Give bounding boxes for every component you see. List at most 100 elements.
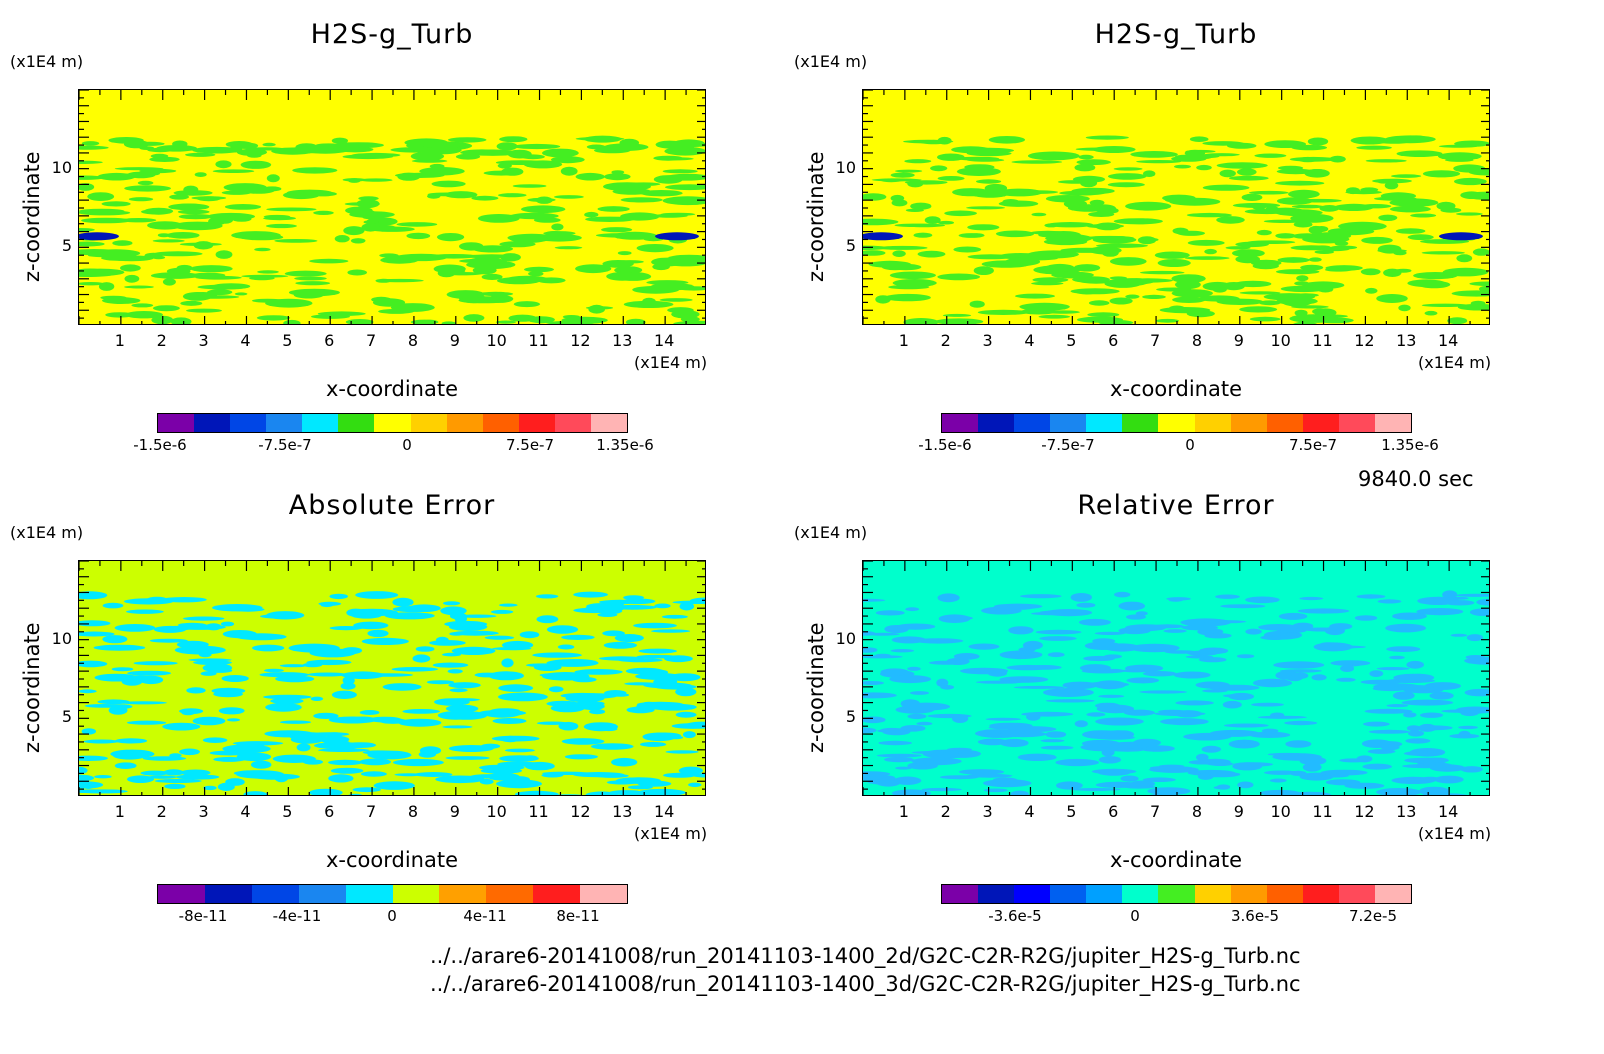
pattern-blob [229, 145, 243, 152]
pattern-blob [394, 773, 424, 777]
x-tick-label: 4 [1024, 802, 1035, 821]
pattern-blob [863, 193, 887, 201]
pattern-blob [1086, 223, 1125, 229]
pattern-blob [1101, 747, 1115, 757]
pattern-blob [944, 210, 977, 217]
pattern-blob [1126, 614, 1146, 620]
pattern-blob [884, 293, 931, 302]
pattern-blob [1118, 627, 1151, 635]
pattern-blob [1079, 664, 1111, 672]
pattern-blob [683, 731, 696, 739]
pattern-blob [1202, 689, 1228, 693]
pattern-blob [1289, 314, 1339, 323]
pattern-blob [1188, 760, 1215, 765]
pattern-blob [1356, 145, 1392, 150]
pattern-blob [1319, 205, 1340, 212]
pattern-blob [111, 667, 134, 672]
pattern-blob [928, 660, 966, 665]
pattern-blob [94, 673, 138, 682]
x-tick-label: 6 [1108, 802, 1119, 821]
pattern-blob [1098, 756, 1122, 764]
pattern-blob [863, 727, 877, 734]
pattern-blob [890, 172, 915, 178]
pattern-blob [102, 602, 124, 609]
pattern-blob [163, 769, 184, 776]
pattern-blob [1201, 745, 1221, 753]
colorbar-swatch [1266, 414, 1303, 432]
pattern-blob [882, 728, 911, 736]
pattern-blob [362, 750, 396, 755]
pattern-blob [585, 306, 614, 310]
pattern-blob [243, 791, 268, 795]
pattern-blob [1039, 636, 1077, 641]
pattern-blob [956, 167, 1001, 176]
pattern-blob [1071, 788, 1121, 791]
pattern-blob [560, 166, 578, 176]
pattern-blob [1110, 257, 1147, 266]
pattern-blob [341, 671, 385, 679]
colorbar-swatch [1374, 885, 1412, 903]
pattern-blob [1245, 628, 1262, 635]
vortex-band [655, 232, 699, 241]
pattern-blob [1199, 647, 1229, 655]
pattern-blob [1088, 246, 1122, 255]
pattern-blob [435, 775, 485, 784]
pattern-blob [653, 155, 683, 161]
pattern-blob [1125, 664, 1164, 672]
colorbar-tick-label: -1.5e-6 [133, 436, 187, 454]
pattern-blob [1123, 709, 1155, 716]
y-tick-label: 5 [61, 707, 72, 727]
pattern-blob [1045, 195, 1090, 203]
pattern-blob [999, 650, 1043, 660]
pattern-blob [1392, 691, 1415, 700]
pattern-blob [492, 718, 527, 724]
pattern-blob [550, 704, 585, 713]
colorbar-tick-label: 1.35e-6 [1381, 436, 1439, 454]
colorbar-tick-label: 0 [1185, 436, 1195, 454]
pattern-blob [1378, 214, 1398, 221]
pattern-blob [575, 172, 605, 181]
colorbar-tick-label: 4e-11 [463, 907, 507, 925]
pattern-blob [884, 757, 914, 763]
pattern-blob [1196, 753, 1209, 762]
pattern-blob [431, 180, 466, 188]
colorbar-swatch [978, 885, 1015, 903]
pattern-blob [1104, 668, 1124, 673]
pattern-blob [1045, 234, 1093, 243]
pattern-blob [1088, 211, 1115, 217]
pattern-blob [650, 283, 695, 291]
pattern-blob [916, 721, 933, 726]
pattern-blob [124, 274, 140, 283]
pattern-blob [124, 185, 171, 192]
pattern-blob [202, 663, 233, 673]
pattern-blob [393, 758, 444, 767]
pattern-blob [384, 612, 435, 620]
pattern-blob [274, 239, 318, 243]
pattern-blob [1088, 300, 1110, 306]
x-tick-label: 7 [1149, 331, 1161, 350]
pattern-blob [1476, 598, 1489, 606]
pattern-blob [614, 260, 644, 264]
pattern-blob [1081, 739, 1120, 748]
pattern-blob [432, 662, 469, 668]
pattern-blob [262, 142, 276, 147]
colorbar-swatch [1158, 414, 1195, 432]
pattern-blob [1299, 596, 1324, 601]
pattern-blob [1256, 229, 1272, 236]
pattern-blob [527, 197, 556, 202]
time-label: 9840.0 sec [1358, 467, 1474, 491]
pattern-blob [215, 250, 233, 259]
pattern-blob [144, 207, 174, 215]
pattern-blob [79, 774, 95, 782]
pattern-blob [178, 214, 213, 220]
pattern-blob [292, 167, 338, 174]
pattern-blob [79, 228, 95, 232]
pattern-blob [1322, 774, 1349, 778]
pattern-blob [584, 211, 599, 218]
pattern-blob [1171, 274, 1206, 283]
pattern-blob [1311, 674, 1327, 681]
pattern-blob [521, 205, 566, 213]
pattern-blob [1114, 591, 1131, 598]
pattern-blob [604, 173, 631, 181]
x-tick-label: 3 [198, 802, 209, 821]
